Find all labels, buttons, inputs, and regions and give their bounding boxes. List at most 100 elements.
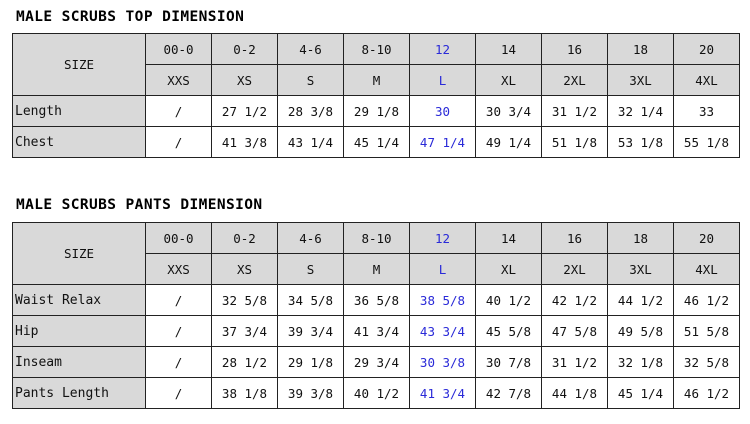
measurement-value: 30 7/8: [475, 346, 542, 378]
measurement-value: 29 1/8: [343, 95, 410, 127]
size-number-cell: 8-10: [343, 33, 410, 65]
measurement-value: 49 5/8: [607, 315, 674, 347]
measurement-value: 43 1/4: [277, 126, 344, 158]
measurement-label: Inseam: [12, 346, 146, 378]
measurement-value: 40 1/2: [343, 377, 410, 409]
measurement-row: Pants Length/38 1/8 39 3/8 40 1/2 41 3/4 42 …: [12, 377, 740, 409]
measurement-value: 38 1/8: [211, 377, 278, 409]
measurement-value: 42 7/8: [475, 377, 542, 409]
size-number-cell: 20: [673, 33, 740, 65]
measurement-value: 39 3/8: [277, 377, 344, 409]
measurement-row: Hip/37 3/4 39 3/4 41 3/4 43 3/4 45 5/8 47 5/8…: [12, 315, 740, 347]
size-letter-cell: XXS: [145, 64, 212, 96]
measurement-value: 28 3/8: [277, 95, 344, 127]
measurement-value: 38 5/8: [409, 284, 476, 316]
size-letter-cell: M: [343, 253, 410, 285]
size-letter-cell: 4XL: [673, 64, 740, 96]
measurement-value: 34 5/8: [277, 284, 344, 316]
measurement-value: 44 1/2: [607, 284, 674, 316]
measurement-value: 32 1/8: [607, 346, 674, 378]
measurement-value: 51 1/8: [541, 126, 608, 158]
measurement-value: 32 5/8: [211, 284, 278, 316]
measurement-value: 41 3/4: [343, 315, 410, 347]
size-number-cell: 14: [475, 222, 542, 254]
measurement-value: 53 1/8: [607, 126, 674, 158]
measurement-value: 47 5/8: [541, 315, 608, 347]
size-number-cell: 00-0: [145, 222, 212, 254]
measurement-value: 31 1/2: [541, 346, 608, 378]
top-dimension-table: SIZE 00-0 0-2 4-6 8-10 12 14 16 18 20 XXS XS S M L XL 2X…: [12, 33, 740, 158]
size-header: SIZE: [12, 33, 146, 96]
measurement-label: Hip: [12, 315, 146, 347]
measurement-row: Waist Relax/32 5/8 34 5/8 36 5/8 38 5/8 40 1…: [12, 284, 740, 316]
size-number-row: SIZE 00-0 0-2 4-6 8-10 12 14 16 18 20: [12, 222, 740, 285]
measurement-value: 33: [673, 95, 740, 127]
measurement-label: Waist Relax: [12, 284, 146, 316]
measurement-value: 40 1/2: [475, 284, 542, 316]
measurement-value: /: [145, 377, 212, 409]
size-letter-cell: XS: [211, 253, 278, 285]
measurement-value: 43 3/4: [409, 315, 476, 347]
measurement-value: 46 1/2: [673, 284, 740, 316]
measurement-row: Length/27 1/2 28 3/8 29 1/8 30 30 3/4 31 1/2 3…: [12, 95, 740, 127]
measurement-row: Chest/41 3/8 43 1/4 45 1/4 47 1/4 49 1/4 51 1…: [12, 126, 740, 158]
measurement-value: 28 1/2: [211, 346, 278, 378]
size-letter-cell: S: [277, 253, 344, 285]
size-number-cell: 14: [475, 33, 542, 65]
measurement-value: /: [145, 346, 212, 378]
size-letter-row: XXS XS S M L XL 2XL 3XL 4XL: [13, 64, 740, 96]
size-number-cell: 12: [409, 33, 476, 65]
measurement-value: 45 1/4: [343, 126, 410, 158]
measurement-value: 44 1/8: [541, 377, 608, 409]
pants-dimension-table: SIZE 00-0 0-2 4-6 8-10 12 14 16 18 20 XXS XS S M L XL 2X…: [12, 222, 740, 409]
measurement-value: 39 3/4: [277, 315, 344, 347]
size-letter-cell: S: [277, 64, 344, 96]
size-letter-cell: L: [409, 253, 476, 285]
measurement-value: 27 1/2: [211, 95, 278, 127]
measurement-value: 32 1/4: [607, 95, 674, 127]
measurement-row: Inseam/28 1/2 29 1/8 29 3/4 30 3/8 30 7/8 31 …: [12, 346, 740, 378]
size-number-cell: 20: [673, 222, 740, 254]
size-letter-cell: XL: [475, 64, 542, 96]
size-number-row: SIZE 00-0 0-2 4-6 8-10 12 14 16 18 20: [12, 33, 740, 96]
measurement-label: Length: [12, 95, 146, 127]
size-letter-cell: 2XL: [541, 64, 608, 96]
measurement-value: 36 5/8: [343, 284, 410, 316]
size-header: SIZE: [12, 222, 146, 285]
size-number-cell: 0-2: [211, 222, 278, 254]
size-letter-cell: XS: [211, 64, 278, 96]
size-number-cell: 00-0: [145, 33, 212, 65]
measurement-value: 29 1/8: [277, 346, 344, 378]
measurement-value: 45 1/4: [607, 377, 674, 409]
size-number-cell: 18: [607, 33, 674, 65]
size-letter-cell: XL: [475, 253, 542, 285]
measurement-value: 45 5/8: [475, 315, 542, 347]
measurement-value: 47 1/4: [409, 126, 476, 158]
size-number-cell: 16: [541, 33, 608, 65]
measurement-value: 55 1/8: [673, 126, 740, 158]
measurement-value: 49 1/4: [475, 126, 542, 158]
measurement-value: 51 5/8: [673, 315, 740, 347]
size-number-cell: 18: [607, 222, 674, 254]
size-number-cell: 16: [541, 222, 608, 254]
top-dimension-title: MALE SCRUBS TOP DIMENSION: [16, 9, 245, 25]
size-letter-row: XXS XS S M L XL 2XL 3XL 4XL: [13, 253, 740, 285]
size-letter-cell: 3XL: [607, 64, 674, 96]
size-letter-cell: 4XL: [673, 253, 740, 285]
size-letter-cell: XXS: [145, 253, 212, 285]
measurement-value: 41 3/8: [211, 126, 278, 158]
measurement-value: /: [145, 126, 212, 158]
measurement-value: 37 3/4: [211, 315, 278, 347]
size-number-cell: 12: [409, 222, 476, 254]
measurement-value: /: [145, 315, 212, 347]
size-number-cell: 4-6: [277, 222, 344, 254]
measurement-label: Chest: [12, 126, 146, 158]
measurement-value: 46 1/2: [673, 377, 740, 409]
measurement-value: /: [145, 95, 212, 127]
measurement-value: 41 3/4: [409, 377, 476, 409]
size-letter-cell: M: [343, 64, 410, 96]
measurement-value: 32 5/8: [673, 346, 740, 378]
measurement-label: Pants Length: [12, 377, 146, 409]
measurement-value: 30 3/4: [475, 95, 542, 127]
size-number-cell: 0-2: [211, 33, 278, 65]
